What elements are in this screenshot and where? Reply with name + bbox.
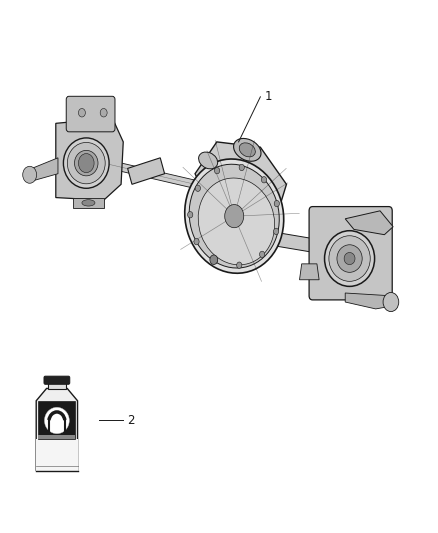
Polygon shape bbox=[56, 118, 123, 200]
Circle shape bbox=[274, 200, 279, 207]
Circle shape bbox=[100, 109, 107, 117]
Ellipse shape bbox=[82, 200, 95, 206]
Circle shape bbox=[239, 164, 244, 171]
Ellipse shape bbox=[325, 231, 374, 286]
Text: 1: 1 bbox=[265, 90, 272, 103]
Polygon shape bbox=[73, 198, 104, 208]
Circle shape bbox=[195, 185, 201, 191]
Ellipse shape bbox=[189, 164, 279, 268]
Ellipse shape bbox=[344, 253, 355, 265]
Ellipse shape bbox=[185, 159, 284, 273]
FancyBboxPatch shape bbox=[48, 382, 66, 389]
Text: 2: 2 bbox=[127, 414, 135, 427]
Circle shape bbox=[237, 262, 242, 269]
Ellipse shape bbox=[239, 143, 255, 157]
Ellipse shape bbox=[225, 205, 244, 228]
Ellipse shape bbox=[198, 152, 218, 169]
FancyBboxPatch shape bbox=[66, 96, 115, 132]
Polygon shape bbox=[300, 264, 319, 280]
Circle shape bbox=[78, 154, 94, 173]
Polygon shape bbox=[102, 159, 196, 188]
Polygon shape bbox=[345, 211, 393, 235]
Polygon shape bbox=[345, 293, 391, 309]
Circle shape bbox=[194, 238, 199, 245]
Ellipse shape bbox=[337, 245, 362, 272]
Circle shape bbox=[78, 109, 85, 117]
Ellipse shape bbox=[329, 236, 370, 281]
Circle shape bbox=[273, 228, 279, 235]
Ellipse shape bbox=[74, 150, 98, 176]
FancyBboxPatch shape bbox=[44, 376, 70, 384]
Ellipse shape bbox=[45, 407, 69, 434]
Polygon shape bbox=[195, 142, 286, 227]
Polygon shape bbox=[263, 231, 329, 254]
Circle shape bbox=[212, 257, 217, 264]
Circle shape bbox=[215, 167, 220, 174]
Ellipse shape bbox=[233, 139, 261, 161]
Circle shape bbox=[210, 255, 218, 264]
Circle shape bbox=[187, 212, 193, 218]
Ellipse shape bbox=[64, 138, 109, 188]
Circle shape bbox=[259, 251, 265, 257]
Circle shape bbox=[261, 176, 267, 183]
Polygon shape bbox=[36, 389, 78, 471]
Polygon shape bbox=[127, 158, 165, 184]
Polygon shape bbox=[30, 158, 58, 182]
FancyBboxPatch shape bbox=[309, 207, 392, 300]
Ellipse shape bbox=[198, 178, 275, 265]
Circle shape bbox=[23, 166, 37, 183]
Circle shape bbox=[383, 293, 399, 312]
Bar bbox=[36, 439, 78, 471]
Bar bbox=[38, 401, 75, 439]
Ellipse shape bbox=[67, 142, 105, 184]
Bar bbox=[38, 435, 75, 439]
